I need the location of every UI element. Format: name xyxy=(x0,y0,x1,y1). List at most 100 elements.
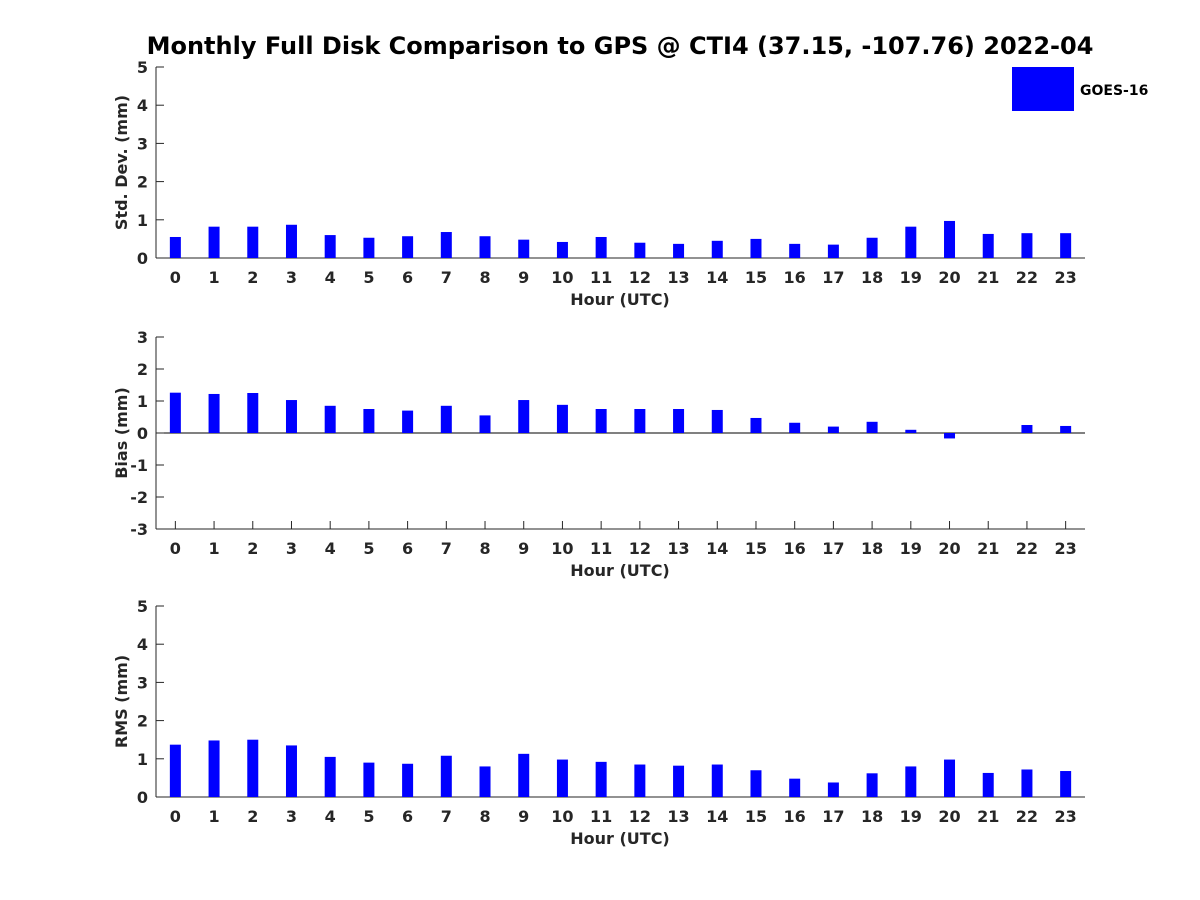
std-bar-20 xyxy=(944,220,956,258)
bias-x-tick-label: 14 xyxy=(706,539,728,558)
std-bar-13 xyxy=(673,243,685,258)
std-x-tick-label: 5 xyxy=(363,268,374,287)
rms-x-tick-label: 8 xyxy=(479,807,490,826)
bias-bar-5 xyxy=(363,409,375,433)
std-bar-0 xyxy=(169,236,181,258)
rms-bar-12 xyxy=(634,764,646,797)
std-bar-15 xyxy=(750,238,762,258)
rms-x-tick-label: 18 xyxy=(861,807,883,826)
bias-bar-19 xyxy=(905,429,917,433)
bias-bar-8 xyxy=(479,415,491,433)
rms-x-tick-label: 10 xyxy=(551,807,573,826)
rms-x-tick-label: 2 xyxy=(247,807,258,826)
bias-x-tick-label: 15 xyxy=(745,539,767,558)
rms-x-tick-label: 3 xyxy=(286,807,297,826)
bias-bar-7 xyxy=(440,405,452,433)
bias-x-tick-label: 10 xyxy=(551,539,573,558)
rms-x-tick-label: 23 xyxy=(1055,807,1077,826)
bias-y-tick-label: 3 xyxy=(137,328,148,347)
rms-bar-1 xyxy=(208,740,220,797)
bias-bar-11 xyxy=(595,409,607,433)
std-bar-11 xyxy=(595,236,607,258)
rms-bar-14 xyxy=(711,764,723,797)
bias-bar-18 xyxy=(866,421,878,433)
rms-bar-8 xyxy=(479,766,491,797)
chart-title: Monthly Full Disk Comparison to GPS @ CT… xyxy=(147,32,1094,60)
rms-bar-9 xyxy=(518,753,530,797)
legend-swatch xyxy=(1012,67,1074,111)
rms-y-tick-label: 4 xyxy=(137,635,148,654)
bias-bar-23 xyxy=(1060,425,1072,433)
bias-x-tick-label: 18 xyxy=(861,539,883,558)
rms-x-tick-label: 22 xyxy=(1016,807,1038,826)
rms-bar-13 xyxy=(673,765,685,797)
rms-bar-4 xyxy=(324,756,336,797)
rms-x-tick-label: 15 xyxy=(745,807,767,826)
bias-x-tick-label: 23 xyxy=(1055,539,1077,558)
std-bar-12 xyxy=(634,242,646,258)
rms-y-label: RMS (mm) xyxy=(112,655,131,748)
rms-x-tick-label: 4 xyxy=(325,807,336,826)
bias-x-tick-label: 11 xyxy=(590,539,612,558)
rms-x-tick-label: 20 xyxy=(938,807,960,826)
std-x-tick-label: 13 xyxy=(667,268,689,287)
bias-y-tick-label: -2 xyxy=(130,488,148,507)
bias-y-tick-label: 2 xyxy=(137,360,148,379)
rms-x-tick-label: 21 xyxy=(977,807,999,826)
std-bar-23 xyxy=(1060,233,1072,258)
bias-x-tick-label: 19 xyxy=(900,539,922,558)
rms-bar-22 xyxy=(1021,769,1033,797)
bias-y-tick-label: 1 xyxy=(137,392,148,411)
std-bar-4 xyxy=(324,235,336,258)
std-x-tick-label: 8 xyxy=(479,268,490,287)
rms-bar-11 xyxy=(595,761,607,797)
rms-bar-0 xyxy=(169,744,181,797)
bias-x-tick-label: 9 xyxy=(518,539,529,558)
bias-x-tick-label: 12 xyxy=(629,539,651,558)
bias-bar-14 xyxy=(711,409,723,433)
bias-x-tick-label: 1 xyxy=(208,539,219,558)
rms-bar-18 xyxy=(866,773,878,797)
bias-x-tick-label: 22 xyxy=(1016,539,1038,558)
std-bar-1 xyxy=(208,226,220,258)
std-y-tick-label: 4 xyxy=(137,96,148,115)
rms-x-tick-label: 16 xyxy=(784,807,806,826)
bias-x-tick-label: 20 xyxy=(938,539,960,558)
bias-x-tick-label: 21 xyxy=(977,539,999,558)
std-x-tick-label: 15 xyxy=(745,268,767,287)
bias-x-tick-label: 0 xyxy=(170,539,181,558)
std-x-tick-label: 12 xyxy=(629,268,651,287)
rms-x-tick-label: 5 xyxy=(363,807,374,826)
rms-x-tick-label: 6 xyxy=(402,807,413,826)
rms-x-tick-label: 13 xyxy=(667,807,689,826)
rms-x-tick-label: 12 xyxy=(629,807,651,826)
bias-x-tick-label: 4 xyxy=(325,539,336,558)
std-bar-18 xyxy=(866,237,878,258)
std-bar-9 xyxy=(518,239,530,258)
bias-bar-17 xyxy=(827,426,839,433)
bias-bar-16 xyxy=(789,422,801,433)
rms-x-tick-label: 11 xyxy=(590,807,612,826)
bias-bar-0 xyxy=(169,392,181,433)
std-bar-8 xyxy=(479,236,491,258)
bias-bar-13 xyxy=(673,409,685,433)
bias-x-tick-label: 17 xyxy=(822,539,844,558)
rms-bar-23 xyxy=(1060,771,1072,797)
bias-bar-3 xyxy=(285,400,297,433)
std-x-tick-label: 17 xyxy=(822,268,844,287)
bias-x-tick-label: 13 xyxy=(667,539,689,558)
rms-y-tick-label: 0 xyxy=(137,788,148,807)
std-bar-10 xyxy=(556,241,568,258)
rms-x-tick-label: 19 xyxy=(900,807,922,826)
rms-bar-21 xyxy=(982,772,994,797)
std-x-tick-label: 9 xyxy=(518,268,529,287)
rms-bar-17 xyxy=(827,782,839,797)
rms-y-tick-label: 2 xyxy=(137,712,148,731)
bias-y-tick-label: 0 xyxy=(137,424,148,443)
rms-bar-15 xyxy=(750,770,762,797)
std-x-tick-label: 22 xyxy=(1016,268,1038,287)
rms-y-tick-label: 3 xyxy=(137,673,148,692)
